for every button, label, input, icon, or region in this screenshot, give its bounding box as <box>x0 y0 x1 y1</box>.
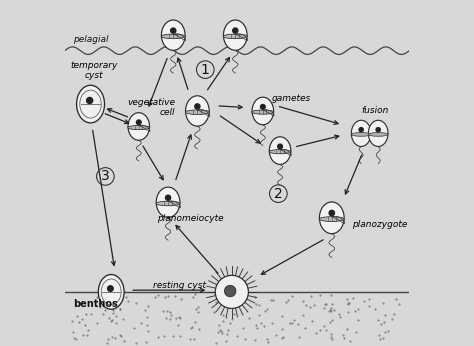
Circle shape <box>233 28 238 33</box>
Ellipse shape <box>77 85 105 123</box>
Ellipse shape <box>162 20 185 50</box>
Ellipse shape <box>319 217 345 221</box>
Text: planozygote: planozygote <box>352 220 407 229</box>
Ellipse shape <box>269 137 291 164</box>
Circle shape <box>108 286 113 291</box>
Ellipse shape <box>128 126 150 130</box>
Ellipse shape <box>351 120 371 146</box>
Circle shape <box>329 210 335 216</box>
Ellipse shape <box>252 97 273 125</box>
Circle shape <box>195 104 200 109</box>
Ellipse shape <box>252 110 274 114</box>
Ellipse shape <box>185 96 209 126</box>
Text: fusion: fusion <box>361 106 389 115</box>
Circle shape <box>261 104 265 109</box>
Circle shape <box>376 128 380 132</box>
Ellipse shape <box>156 187 180 217</box>
Ellipse shape <box>185 110 210 115</box>
Text: planomeiocyte: planomeiocyte <box>157 214 224 223</box>
Circle shape <box>278 144 283 149</box>
Text: vegetative
cell: vegetative cell <box>127 98 175 117</box>
Text: gametes: gametes <box>272 94 311 103</box>
Ellipse shape <box>351 133 371 136</box>
Circle shape <box>165 195 171 200</box>
Text: 1: 1 <box>201 63 210 76</box>
Ellipse shape <box>128 113 149 140</box>
Ellipse shape <box>161 34 185 39</box>
Text: 2: 2 <box>274 187 283 201</box>
Ellipse shape <box>223 34 247 39</box>
Circle shape <box>137 120 141 125</box>
Ellipse shape <box>368 133 388 136</box>
Text: 3: 3 <box>101 170 110 183</box>
Circle shape <box>87 98 93 103</box>
Text: pelagial: pelagial <box>73 35 109 44</box>
Ellipse shape <box>368 120 388 146</box>
Circle shape <box>171 28 176 33</box>
Text: resting cyst: resting cyst <box>153 281 206 290</box>
Ellipse shape <box>269 149 291 154</box>
Ellipse shape <box>156 201 180 206</box>
Ellipse shape <box>98 274 124 309</box>
Ellipse shape <box>319 202 344 234</box>
Circle shape <box>359 128 363 132</box>
Circle shape <box>224 285 236 297</box>
Circle shape <box>215 275 248 308</box>
Text: benthos: benthos <box>73 299 118 309</box>
Text: temporary
cyst: temporary cyst <box>70 61 118 80</box>
Ellipse shape <box>223 20 247 50</box>
